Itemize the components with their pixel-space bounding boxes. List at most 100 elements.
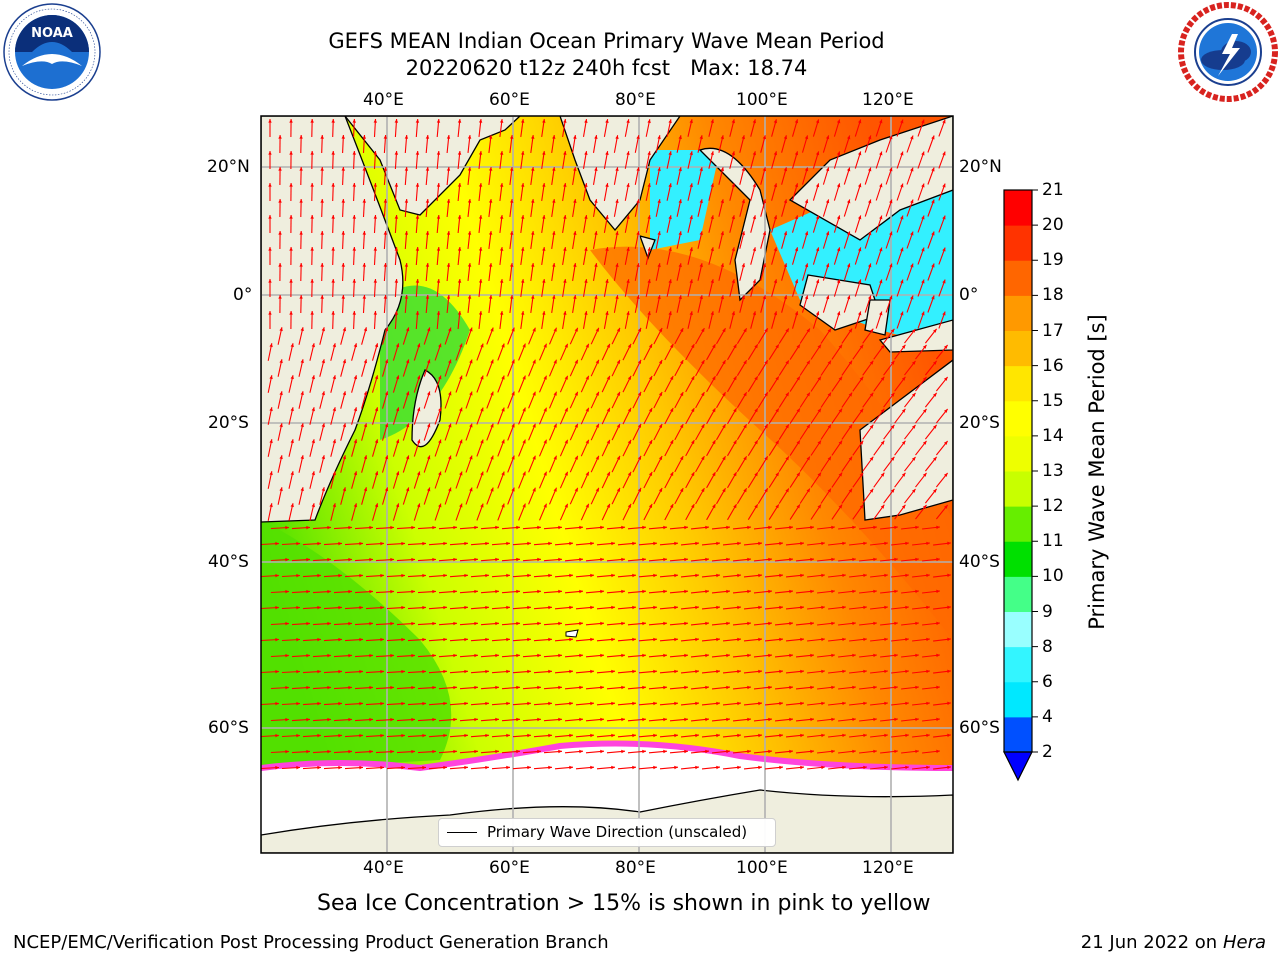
wave-arrow-head (579, 717, 583, 722)
wave-arrow-head (510, 167, 514, 171)
wave-arrow-head (359, 541, 363, 546)
wave-arrow-head (910, 135, 914, 140)
wave-arrow-head (369, 685, 373, 690)
wave-arrow-head (858, 311, 862, 316)
wave-arrow-head (615, 199, 619, 203)
wave-arrow-head (401, 669, 405, 674)
wave-arrow-head (737, 605, 741, 610)
colorbar-tick-label: 21 (1042, 180, 1064, 200)
wave-arrow-head (453, 557, 457, 562)
wave-arrow-head (342, 327, 347, 332)
wave-arrow-head (825, 167, 830, 172)
wave-arrow-head (510, 295, 514, 299)
wave-arrow-head (653, 669, 657, 674)
wave-arrow-head (310, 183, 314, 187)
wave-arrow-head (689, 119, 693, 124)
wave-arrow-head (380, 733, 384, 738)
wave-arrow-head (737, 701, 741, 706)
wave-arrow-head (642, 621, 646, 626)
wave-arrow-head (527, 701, 531, 706)
wave-arrow-head (573, 135, 577, 139)
wave-arrow-head (285, 653, 289, 658)
wave-arrow-head (590, 669, 594, 674)
wave-arrow-head (317, 669, 321, 674)
colorbar-tick-label: 9 (1042, 601, 1053, 622)
wave-arrow-head (712, 376, 716, 381)
wave-arrow-head (394, 247, 399, 251)
wave-arrow-head (668, 311, 672, 316)
wave-arrow-head (747, 653, 751, 658)
wave-arrow-head (915, 717, 919, 722)
wave-arrow-head (842, 637, 846, 642)
wave-arrow-head (626, 215, 630, 219)
wave-arrow-head (922, 472, 927, 477)
wave-arrow-head (579, 621, 583, 626)
bottom-lon-label-100e: 100°E (736, 858, 788, 878)
wave-arrow-head (332, 375, 336, 380)
wave-arrow-head (747, 557, 751, 562)
wave-arrow-head (657, 231, 661, 236)
wave-arrow-head (684, 525, 688, 530)
wave-arrow-head (474, 589, 478, 594)
wave-arrow-head (611, 669, 615, 674)
wave-arrow-head (341, 263, 345, 267)
wave-arrow-head (933, 328, 937, 333)
wave-arrow-head (611, 541, 615, 546)
wave-arrow-head (285, 749, 289, 754)
wave-arrow-head (485, 669, 489, 674)
wave-arrow-head (296, 733, 300, 738)
wave-arrow-head (563, 279, 567, 283)
wave-arrow-head (785, 456, 789, 461)
wave-arrow-head (563, 119, 567, 123)
wave-arrow-head (595, 359, 599, 364)
wave-arrow-head (469, 359, 473, 364)
wave-arrow-head (296, 669, 300, 674)
wave-arrow-head (942, 183, 946, 188)
wave-arrow-head (480, 471, 484, 476)
wave-arrow-head (873, 749, 877, 754)
wave-arrow-head (852, 717, 856, 722)
wave-arrow-head (501, 439, 505, 444)
wave-arrow-head (552, 135, 556, 139)
wave-arrow-head (863, 669, 867, 674)
wave-arrow-head (480, 407, 484, 412)
wave-arrow-head (621, 525, 625, 530)
wave-arrow-head (827, 456, 831, 461)
wave-arrow-head (695, 637, 699, 642)
wave-arrow-head (684, 749, 688, 754)
wave-arrow-head (810, 717, 814, 722)
wave-arrow-head (848, 456, 853, 461)
wave-arrow-head (800, 541, 804, 546)
wave-arrow-head (338, 701, 342, 706)
wave-arrow-head (542, 247, 546, 251)
wave-arrow-head (869, 456, 874, 461)
wave-arrow-head (869, 360, 874, 365)
wave-arrow-head (733, 472, 737, 477)
wave-arrow-head (642, 557, 646, 562)
wave-arrow-head (743, 392, 747, 397)
wave-arrow-head (321, 455, 325, 460)
wave-arrow-head (944, 409, 948, 413)
wave-arrow-head (390, 685, 394, 690)
wave-arrow-head (369, 557, 373, 562)
wave-arrow-head (506, 733, 510, 738)
wave-arrow-head (783, 263, 788, 268)
wave-arrow-head (689, 183, 693, 188)
wave-arrow-head (506, 637, 510, 642)
wave-arrow-head (615, 295, 619, 299)
wave-arrow-head (637, 455, 641, 460)
wave-arrow-head (944, 441, 948, 445)
wave-arrow-head (926, 669, 930, 674)
wave-arrow-head (869, 424, 874, 429)
wave-arrow-head (499, 119, 504, 123)
wave-arrow-head (569, 701, 573, 706)
wave-arrow-head (720, 199, 724, 204)
wave-arrow-head (405, 423, 410, 428)
wave-arrow-head (731, 247, 735, 252)
wave-arrow-head (478, 119, 483, 123)
wave-arrow-head (457, 247, 462, 251)
wave-arrow-head (642, 525, 646, 530)
wave-arrow-head (374, 471, 379, 476)
wave-arrow-head (488, 263, 493, 267)
wave-arrow-head (831, 557, 835, 562)
